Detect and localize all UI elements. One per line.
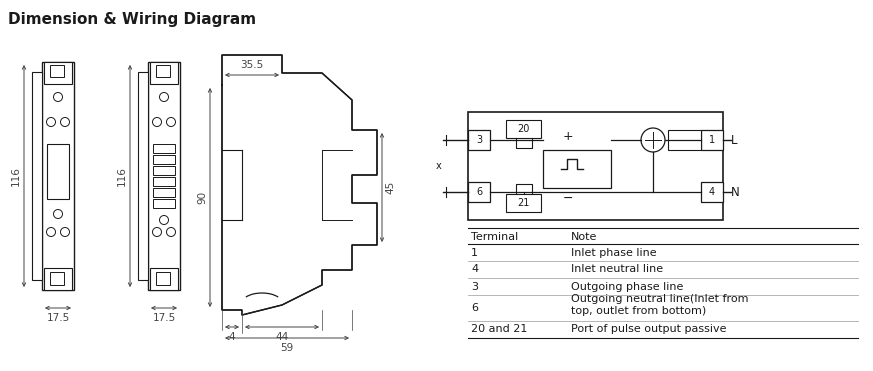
Text: 3: 3 bbox=[476, 135, 482, 145]
Circle shape bbox=[60, 227, 70, 236]
Bar bbox=[668, 130, 701, 150]
Polygon shape bbox=[222, 55, 377, 315]
Circle shape bbox=[153, 118, 162, 127]
Bar bbox=[150, 268, 178, 290]
Text: +: + bbox=[563, 129, 574, 142]
Text: 59: 59 bbox=[280, 343, 293, 353]
Bar bbox=[156, 65, 170, 77]
Text: Inlet neutral line: Inlet neutral line bbox=[571, 265, 663, 275]
Bar bbox=[153, 166, 175, 175]
Text: 116: 116 bbox=[117, 166, 127, 186]
Text: x: x bbox=[436, 161, 441, 171]
Circle shape bbox=[60, 118, 70, 127]
Bar bbox=[468, 112, 723, 220]
Bar bbox=[44, 268, 72, 290]
Bar bbox=[47, 144, 69, 199]
Bar bbox=[153, 177, 175, 186]
Text: Terminal: Terminal bbox=[471, 232, 519, 242]
Text: 1: 1 bbox=[471, 247, 478, 257]
Text: Outgoing phase line: Outgoing phase line bbox=[571, 282, 684, 292]
Circle shape bbox=[160, 92, 168, 102]
Text: Outgoing neutral line(Inlet from
top, outlet from bottom): Outgoing neutral line(Inlet from top, ou… bbox=[571, 294, 748, 316]
Circle shape bbox=[167, 118, 175, 127]
Bar bbox=[138, 72, 148, 280]
Text: 90: 90 bbox=[197, 191, 207, 204]
Text: Note: Note bbox=[571, 232, 597, 242]
Text: 44: 44 bbox=[275, 332, 289, 342]
Bar bbox=[153, 199, 175, 208]
Text: −: − bbox=[563, 191, 574, 204]
Text: 4: 4 bbox=[471, 265, 478, 275]
Bar bbox=[32, 72, 42, 280]
Circle shape bbox=[53, 210, 63, 219]
Text: 4: 4 bbox=[709, 187, 715, 197]
Text: N: N bbox=[731, 186, 739, 198]
Bar bbox=[50, 272, 64, 285]
Bar bbox=[50, 65, 64, 77]
Circle shape bbox=[46, 227, 56, 236]
Text: 6: 6 bbox=[476, 187, 482, 197]
Circle shape bbox=[167, 227, 175, 236]
Text: 17.5: 17.5 bbox=[46, 313, 70, 323]
Circle shape bbox=[160, 216, 168, 224]
Bar bbox=[153, 188, 175, 197]
Bar bbox=[150, 62, 178, 84]
Bar bbox=[468, 182, 490, 202]
Text: 17.5: 17.5 bbox=[153, 313, 175, 323]
Circle shape bbox=[53, 92, 63, 102]
Bar bbox=[468, 130, 490, 150]
Circle shape bbox=[153, 227, 162, 236]
Bar bbox=[506, 120, 541, 138]
Text: 6: 6 bbox=[471, 303, 478, 313]
Text: 1: 1 bbox=[709, 135, 715, 145]
Bar bbox=[44, 62, 72, 84]
Bar bbox=[156, 272, 170, 285]
Text: 116: 116 bbox=[11, 166, 21, 186]
Text: 20 and 21: 20 and 21 bbox=[471, 325, 527, 335]
Text: 45: 45 bbox=[385, 181, 395, 194]
Text: Inlet phase line: Inlet phase line bbox=[571, 247, 656, 257]
Circle shape bbox=[46, 118, 56, 127]
Bar bbox=[701, 130, 723, 150]
Text: Dimension & Wiring Diagram: Dimension & Wiring Diagram bbox=[8, 12, 256, 27]
Text: Port of pulse output passive: Port of pulse output passive bbox=[571, 325, 726, 335]
Circle shape bbox=[641, 128, 665, 152]
Text: 3: 3 bbox=[471, 282, 478, 292]
Text: 4: 4 bbox=[229, 332, 236, 342]
Bar bbox=[153, 144, 175, 153]
Bar bbox=[701, 182, 723, 202]
Bar bbox=[148, 62, 180, 290]
Text: L: L bbox=[731, 134, 738, 147]
Bar bbox=[153, 155, 175, 164]
Text: 20: 20 bbox=[518, 124, 530, 134]
Text: 21: 21 bbox=[518, 198, 530, 208]
Bar bbox=[543, 150, 611, 188]
Bar bbox=[42, 62, 74, 290]
Bar bbox=[506, 194, 541, 212]
Text: 35.5: 35.5 bbox=[240, 60, 264, 70]
